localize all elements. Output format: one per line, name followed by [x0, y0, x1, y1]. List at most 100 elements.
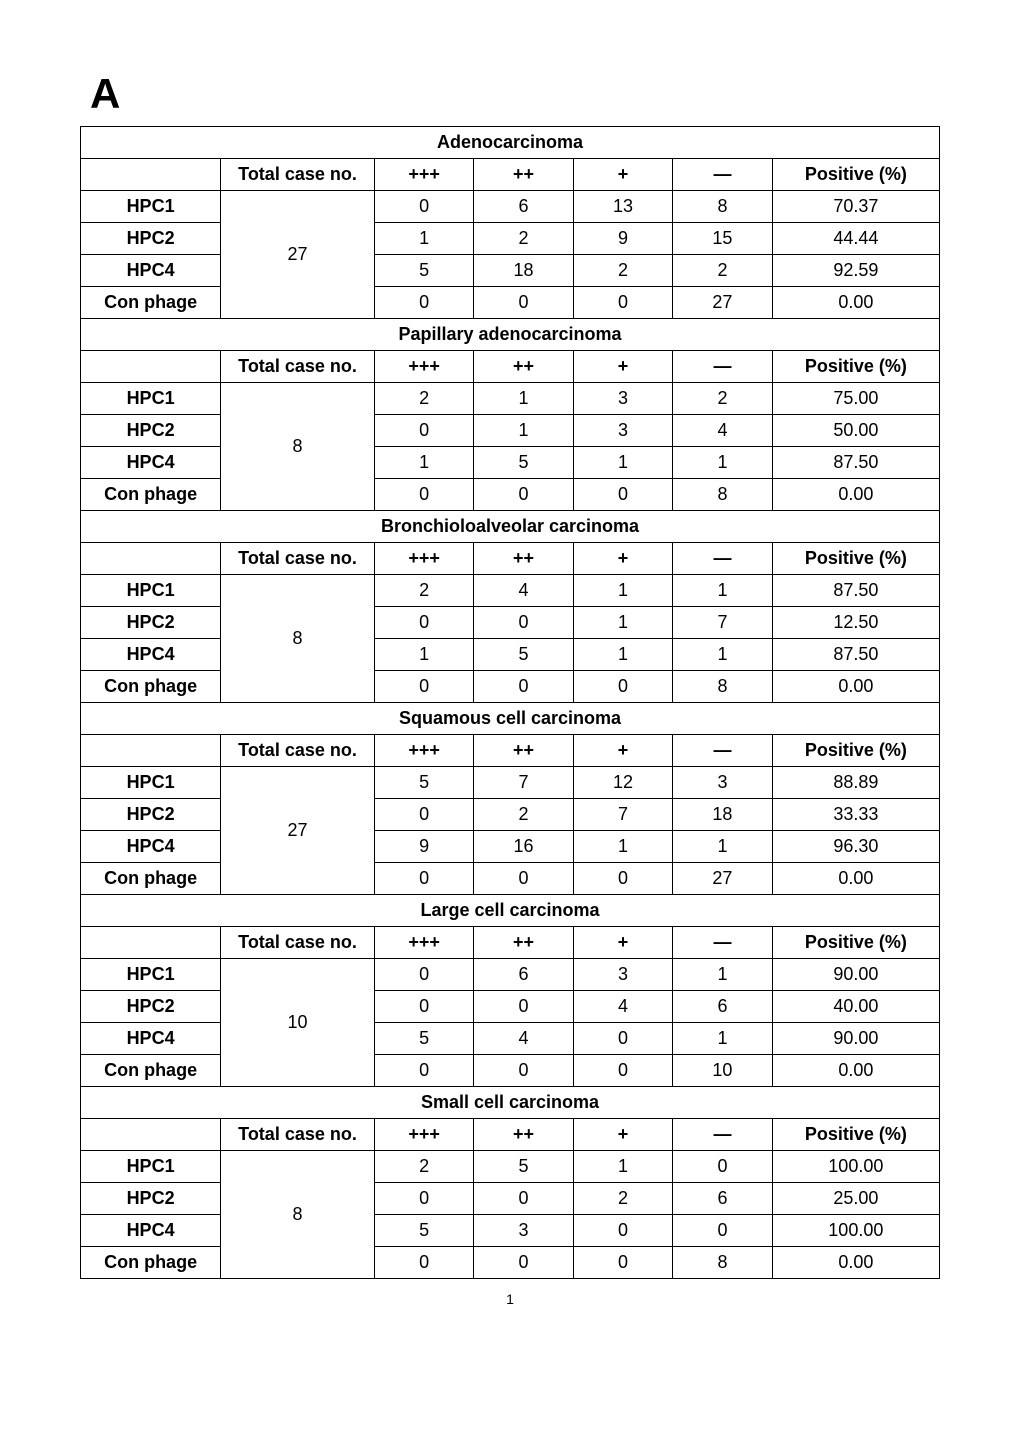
header-pp: ++ — [474, 927, 573, 959]
cell-con-ppp: 0 — [374, 287, 473, 319]
cell-con-minus: 10 — [673, 1055, 772, 1087]
cell-hpc1-pp: 7 — [474, 767, 573, 799]
cell-hpc2-pp: 0 — [474, 1183, 573, 1215]
cell-hpc4-minus: 1 — [673, 447, 772, 479]
cell-con-pp: 0 — [474, 479, 573, 511]
header-pp: ++ — [474, 543, 573, 575]
row-label-hpc4: HPC4 — [81, 255, 221, 287]
cell-hpc4-ppp: 5 — [374, 1215, 473, 1247]
cell-con-pp: 0 — [474, 1055, 573, 1087]
cell-hpc2-pp: 1 — [474, 415, 573, 447]
cell-con-p: 0 — [573, 1247, 672, 1279]
cell-hpc2-ppp: 0 — [374, 415, 473, 447]
cell-hpc1-ppp: 5 — [374, 767, 473, 799]
header-p: + — [573, 543, 672, 575]
cell-hpc1-minus: 3 — [673, 767, 772, 799]
cell-hpc4-p: 0 — [573, 1023, 672, 1055]
cell-con-p: 0 — [573, 863, 672, 895]
cell-hpc4-ppp: 5 — [374, 255, 473, 287]
cell-hpc1-p: 1 — [573, 1151, 672, 1183]
cell-hpc2-p: 2 — [573, 1183, 672, 1215]
cell-hpc2-positive: 50.00 — [772, 415, 939, 447]
header-positive: Positive (%) — [772, 159, 939, 191]
header-ppp: +++ — [374, 543, 473, 575]
header-pp: ++ — [474, 159, 573, 191]
row-label-hpc2: HPC2 — [81, 991, 221, 1023]
cell-hpc2-minus: 4 — [673, 415, 772, 447]
cell-hpc4-ppp: 5 — [374, 1023, 473, 1055]
page-number: 1 — [80, 1291, 940, 1307]
cell-hpc2-positive: 12.50 — [772, 607, 939, 639]
header-ppp: +++ — [374, 735, 473, 767]
cell-hpc1-p: 3 — [573, 383, 672, 415]
section-title: Papillary adenocarcinoma — [81, 319, 940, 351]
cell-hpc1-minus: 1 — [673, 575, 772, 607]
cell-hpc1-minus: 2 — [673, 383, 772, 415]
section-title: Squamous cell carcinoma — [81, 703, 940, 735]
cell-hpc1-p: 1 — [573, 575, 672, 607]
header-positive: Positive (%) — [772, 1119, 939, 1151]
cell-hpc2-positive: 44.44 — [772, 223, 939, 255]
cell-hpc1-positive: 70.37 — [772, 191, 939, 223]
cell-hpc4-positive: 96.30 — [772, 831, 939, 863]
cell-hpc2-pp: 2 — [474, 799, 573, 831]
row-label-hpc1: HPC1 — [81, 1151, 221, 1183]
cell-hpc4-positive: 100.00 — [772, 1215, 939, 1247]
header-total-case: Total case no. — [221, 543, 375, 575]
cell-hpc4-minus: 0 — [673, 1215, 772, 1247]
header-minus: — — [673, 543, 772, 575]
cell-hpc2-minus: 6 — [673, 1183, 772, 1215]
cell-hpc2-p: 4 — [573, 991, 672, 1023]
cell-hpc1-pp: 6 — [474, 959, 573, 991]
header-blank — [81, 1119, 221, 1151]
header-p: + — [573, 927, 672, 959]
row-label-hpc1: HPC1 — [81, 383, 221, 415]
header-ppp: +++ — [374, 1119, 473, 1151]
row-label-con: Con phage — [81, 1247, 221, 1279]
cell-con-p: 0 — [573, 1055, 672, 1087]
cell-con-minus: 8 — [673, 1247, 772, 1279]
cell-hpc1-ppp: 0 — [374, 191, 473, 223]
cell-hpc2-minus: 18 — [673, 799, 772, 831]
cell-hpc4-minus: 1 — [673, 831, 772, 863]
cell-hpc1-ppp: 0 — [374, 959, 473, 991]
cell-con-positive: 0.00 — [772, 1055, 939, 1087]
header-blank — [81, 159, 221, 191]
cell-con-ppp: 0 — [374, 671, 473, 703]
cell-con-pp: 0 — [474, 287, 573, 319]
row-label-con: Con phage — [81, 1055, 221, 1087]
cell-con-positive: 0.00 — [772, 287, 939, 319]
total-case-value: 8 — [221, 575, 375, 703]
cell-hpc2-ppp: 1 — [374, 223, 473, 255]
header-total-case: Total case no. — [221, 351, 375, 383]
header-positive: Positive (%) — [772, 351, 939, 383]
header-pp: ++ — [474, 351, 573, 383]
cell-hpc4-p: 0 — [573, 1215, 672, 1247]
row-label-con: Con phage — [81, 671, 221, 703]
section-title: Bronchioloalveolar carcinoma — [81, 511, 940, 543]
cell-con-p: 0 — [573, 479, 672, 511]
cell-hpc4-ppp: 1 — [374, 447, 473, 479]
cell-con-ppp: 0 — [374, 863, 473, 895]
cell-hpc4-pp: 4 — [474, 1023, 573, 1055]
cell-hpc2-p: 9 — [573, 223, 672, 255]
header-total-case: Total case no. — [221, 1119, 375, 1151]
cell-hpc4-ppp: 1 — [374, 639, 473, 671]
cell-hpc2-minus: 15 — [673, 223, 772, 255]
cell-con-pp: 0 — [474, 1247, 573, 1279]
cell-hpc2-p: 1 — [573, 607, 672, 639]
cell-hpc4-pp: 3 — [474, 1215, 573, 1247]
cell-con-ppp: 0 — [374, 1055, 473, 1087]
header-blank — [81, 543, 221, 575]
row-label-hpc4: HPC4 — [81, 1023, 221, 1055]
header-positive: Positive (%) — [772, 543, 939, 575]
row-label-hpc1: HPC1 — [81, 767, 221, 799]
cell-hpc1-pp: 1 — [474, 383, 573, 415]
cell-hpc1-ppp: 2 — [374, 1151, 473, 1183]
total-case-value: 27 — [221, 191, 375, 319]
total-case-value: 8 — [221, 1151, 375, 1279]
cell-hpc4-minus: 2 — [673, 255, 772, 287]
cell-hpc1-pp: 6 — [474, 191, 573, 223]
cell-con-minus: 27 — [673, 287, 772, 319]
header-pp: ++ — [474, 1119, 573, 1151]
